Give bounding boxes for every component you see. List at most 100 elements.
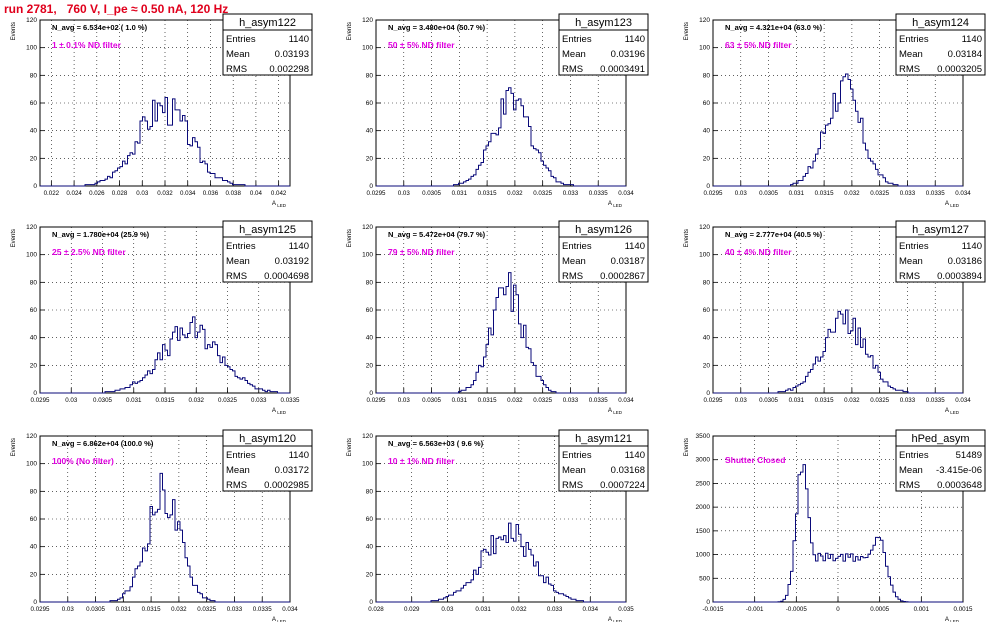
histogram-name: hPed_asym <box>911 433 969 445</box>
histogram-line <box>713 464 963 603</box>
stats-value-entries: 51489 <box>956 450 982 461</box>
histogram-panel-h_asym127: 0 20 40 60 80 100 120 0.0295 0.03 0.0305 0.031 0.03… <box>684 220 986 415</box>
y-tick-label: 1000 <box>696 552 711 559</box>
stats-value-rms: 0.0003648 <box>937 480 982 491</box>
stats-box <box>558 236 649 283</box>
x-tick-label: 0.033 <box>563 397 579 404</box>
x-tick-label: 0.0335 <box>589 397 608 404</box>
stats-box <box>222 445 313 492</box>
y-tick-label: 3000 <box>696 457 711 464</box>
y-tick-label: 100 <box>26 252 37 259</box>
y-tick-label: 20 <box>30 155 38 162</box>
stats-label-entries: Entries <box>899 34 929 45</box>
x-tick-label: 0.0325 <box>533 190 552 197</box>
stats-label-mean: Mean <box>899 256 923 267</box>
histogram-line <box>40 96 290 187</box>
y-axis-title: Events <box>11 438 17 456</box>
histogram-panel-h_asym125: 0 20 40 60 80 100 120 0.0295 0.03 0.0305 0.031 0.03… <box>11 220 313 415</box>
x-tick-label: 0.032 <box>171 606 187 613</box>
stats-label-entries: Entries <box>226 241 256 252</box>
x-axis-title: A LED <box>608 616 623 622</box>
y-tick-label: 20 <box>366 155 374 162</box>
n-avg-label: N_avg = 6.862e+04 (100.0 %) <box>52 439 154 448</box>
y-tick-label: 40 <box>366 335 374 342</box>
histogram-name: h_asym124 <box>912 17 969 29</box>
x-tick-label: 0.03 <box>398 190 411 197</box>
y-tick-label: 60 <box>30 516 38 523</box>
y-tick-label: 100 <box>699 252 710 259</box>
x-axis-title: A LED <box>608 407 623 415</box>
filter-annotation: 50 ± 5% ND filter <box>388 40 455 50</box>
y-tick-label: 0 <box>369 183 373 190</box>
x-tick-label: 0.034 <box>180 190 196 197</box>
stats-value-mean: 0.03168 <box>611 465 645 476</box>
stats-label-entries: Entries <box>226 34 256 45</box>
stats-box <box>895 445 986 492</box>
stats-value-mean: 0.03184 <box>948 49 982 60</box>
x-tick-label: -0.001 <box>746 606 764 613</box>
y-tick-label: 120 <box>699 224 710 231</box>
stats-value-entries: 1140 <box>289 34 309 45</box>
stats-label-rms: RMS <box>899 480 920 491</box>
histogram-name: h_asym123 <box>575 17 632 29</box>
stats-value-entries: 1140 <box>962 34 982 45</box>
y-tick-label: 500 <box>699 575 710 582</box>
y-tick-label: 120 <box>362 17 373 24</box>
stats-value-mean: 0.03172 <box>275 465 309 476</box>
y-tick-label: 80 <box>366 488 374 495</box>
n-avg-label: N_avg = 6.563e+03 ( 9.6 %) <box>388 439 484 448</box>
stats-value-mean: 0.03193 <box>275 49 309 60</box>
x-tick-label: 0.0005 <box>870 606 889 613</box>
y-tick-label: 0 <box>33 599 37 606</box>
y-tick-label: 60 <box>366 516 374 523</box>
y-tick-label: 20 <box>703 155 711 162</box>
stats-label-entries: Entries <box>226 450 256 461</box>
y-axis-title: Events <box>11 22 17 40</box>
y-tick-label: 40 <box>366 128 374 135</box>
x-tick-label: 0.033 <box>227 606 243 613</box>
y-tick-label: 120 <box>26 224 37 231</box>
stats-value-rms: 0.0002985 <box>264 480 309 491</box>
stats-label-rms: RMS <box>899 64 920 75</box>
histogram-name: h_asym125 <box>239 224 296 236</box>
stats-value-rms: 0.0003491 <box>600 64 645 75</box>
y-axis-title: Events <box>684 229 690 247</box>
histogram-name: h_asym120 <box>239 433 296 445</box>
filter-annotation: 40 ± 4% ND filter <box>725 247 792 257</box>
x-tick-label: 0.0335 <box>589 190 608 197</box>
x-tick-label: 0.029 <box>404 606 420 613</box>
stats-label-rms: RMS <box>226 64 247 75</box>
filter-annotation: Shutter Closed <box>725 455 785 465</box>
filter-annotation: 79 ± 5% ND filter <box>388 247 455 257</box>
stats-label-entries: Entries <box>562 34 592 45</box>
x-tick-label: 0.032 <box>157 190 173 197</box>
stats-label-mean: Mean <box>226 49 250 60</box>
stats-box <box>558 445 649 492</box>
y-tick-label: 120 <box>362 433 373 440</box>
x-tick-label: 0.034 <box>618 190 634 197</box>
y-tick-label: 80 <box>30 488 38 495</box>
y-tick-label: 0 <box>33 183 37 190</box>
x-tick-label: 0.0325 <box>870 190 889 197</box>
y-axis-title: Events <box>347 229 353 247</box>
y-tick-label: 60 <box>30 100 38 107</box>
y-tick-label: 0 <box>706 390 710 397</box>
x-tick-label: 0.0305 <box>93 397 112 404</box>
x-tick-label: 0.03 <box>398 397 411 404</box>
x-tick-label: 0.032 <box>844 397 860 404</box>
x-tick-label: 0.033 <box>547 606 563 613</box>
stats-value-entries: 1140 <box>625 241 645 252</box>
stats-label-mean: Mean <box>562 49 586 60</box>
x-tick-label: 0.0315 <box>156 397 175 404</box>
y-tick-label: 40 <box>30 335 38 342</box>
x-tick-label: 0.033 <box>900 397 916 404</box>
stats-value-rms: 0.002298 <box>269 64 309 75</box>
x-tick-label: 0.031 <box>475 606 491 613</box>
x-tick-label: 0.032 <box>511 606 527 613</box>
stats-value-mean: 0.03186 <box>948 256 982 267</box>
x-axis-title: A LED <box>945 200 960 208</box>
histogram-panel-h_asym124: 0 20 40 60 80 100 120 0.0295 0.03 0.0305 0.031 0.03… <box>684 13 986 208</box>
x-tick-label: 0.0325 <box>218 397 237 404</box>
x-axis-title: A LED <box>272 407 287 415</box>
x-tick-label: 0.0315 <box>815 190 834 197</box>
